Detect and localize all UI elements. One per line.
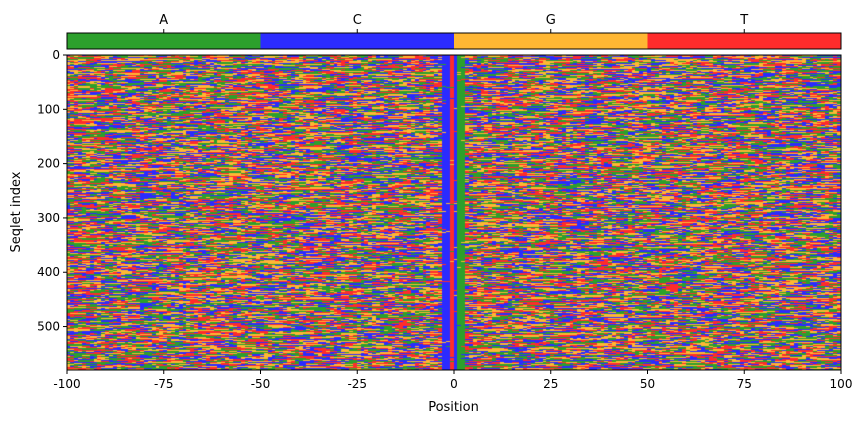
y-axis-label: Seqlet index: [9, 171, 24, 252]
y-axis-ticks: 0 100 200 300 400 500: [37, 48, 67, 334]
x-tick-label: 75: [737, 377, 752, 391]
x-axis-label: Position: [428, 400, 479, 415]
colorbar-tick-label: A: [159, 13, 168, 28]
x-axis-ticks: -100 -75 -50 -25 0 25 50 75 100: [53, 370, 852, 391]
colorbar-segment-g: [454, 33, 648, 49]
x-tick-label: 100: [830, 377, 853, 391]
y-tick-label: 100: [37, 102, 60, 116]
x-tick-label: -100: [53, 377, 80, 391]
x-tick-label: -75: [154, 377, 174, 391]
colorbar-segment-c: [260, 33, 454, 49]
y-tick-label: 300: [37, 211, 60, 225]
colorbar-tick-label: G: [546, 13, 556, 28]
colorbar-tick-label: T: [739, 13, 748, 28]
heatmap-plot: [67, 55, 841, 370]
y-tick-label: 400: [37, 265, 60, 279]
y-tick-label: 200: [37, 157, 60, 171]
x-tick-label: 25: [543, 377, 558, 391]
colorbar-segment-a: [67, 33, 261, 49]
x-tick-label: 0: [450, 377, 458, 391]
colorbar-legend: [66, 32, 842, 50]
x-tick-label: 50: [640, 377, 655, 391]
colorbar-segment-t: [647, 33, 841, 49]
colorbar-tick-label: C: [353, 13, 362, 28]
x-tick-label: -25: [347, 377, 367, 391]
y-tick-label: 500: [37, 320, 60, 334]
y-tick-label: 0: [52, 48, 60, 62]
x-tick-label: -50: [251, 377, 271, 391]
colorbar-frame: [66, 32, 842, 50]
